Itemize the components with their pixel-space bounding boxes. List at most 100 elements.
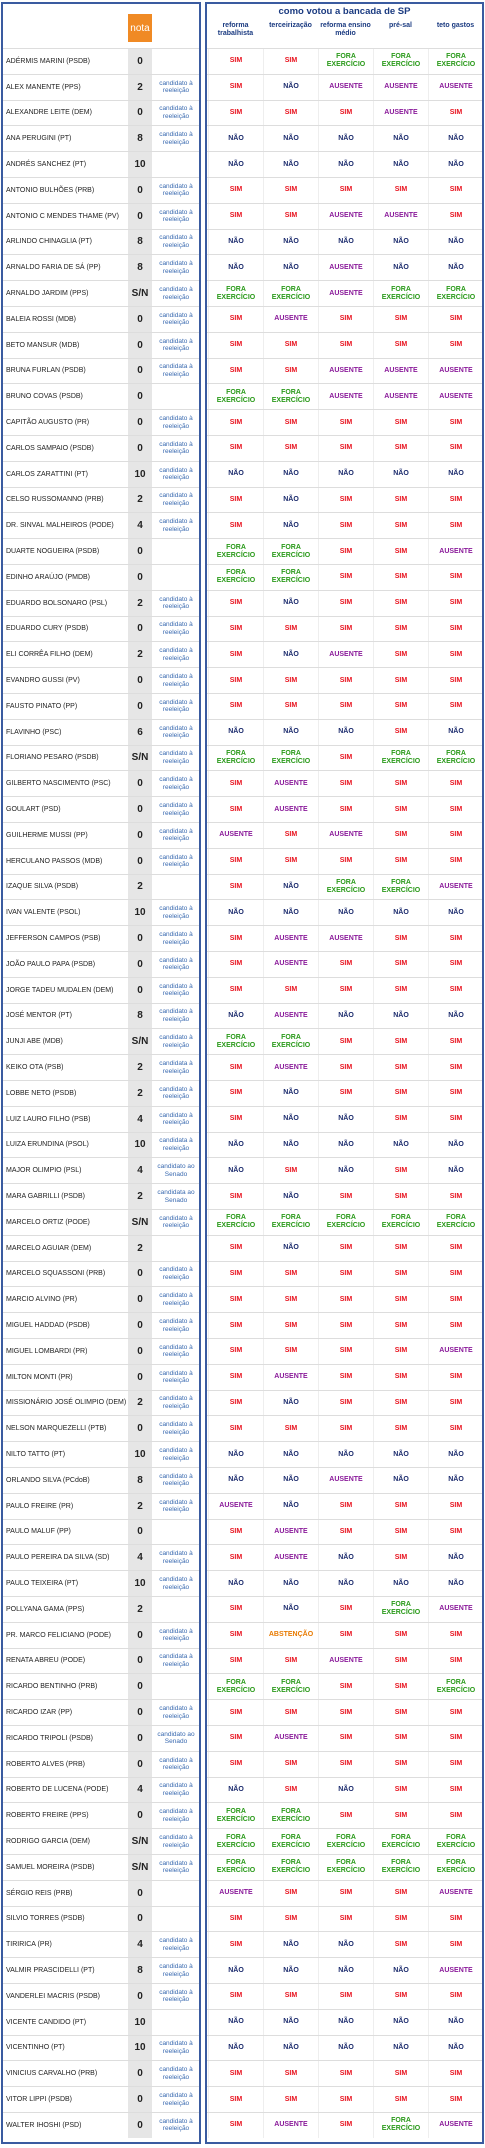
score: S/N: [128, 1210, 152, 1235]
vote-row: SIM NÃO FORA EXERCÍCIO FORA EXERCÍCIO AUSENT…: [207, 873, 482, 900]
vote: FORA EXERCÍCIO: [208, 1829, 263, 1854]
candidacy-status: candidato à reeleição: [159, 931, 193, 946]
vote: SIM: [318, 2087, 373, 2112]
candidacy-status: candidato à reeleição: [159, 208, 193, 224]
candidacy-status: candidato à reeleição: [159, 2117, 193, 2133]
deputy-row: MARCELO ORTIZ (PODE) S/N candidato à reele…: [3, 1209, 199, 1235]
deputy-row: VICENTINHO (PT) 10 candidato à reeleição: [3, 2034, 199, 2061]
vote: SIM: [428, 1313, 483, 1338]
vote: SIM: [263, 100, 318, 126]
vote: NÃO: [428, 2035, 483, 2061]
vote-row: NÃO NÃO NÃO NÃO NÃO: [207, 460, 482, 487]
vote: NÃO: [263, 719, 318, 745]
vote: SIM: [263, 1984, 318, 2009]
vote: NÃO: [318, 1571, 373, 1596]
vote: SIM: [373, 539, 428, 564]
score: 0: [128, 307, 152, 332]
vote: SIM: [428, 926, 483, 951]
vote: FORA EXERCÍCIO: [373, 1597, 428, 1622]
vote: AUSENTE: [318, 358, 373, 384]
vote: AUSENTE: [318, 926, 373, 951]
score: 0: [128, 436, 152, 461]
vote-row: SIM NÃO SIM SIM SIM: [207, 589, 482, 616]
candidacy-status: candidato à reeleição: [159, 698, 193, 714]
deputy-row: IVAN VALENTE (PSOL) 10 candidato à reeleiç…: [3, 899, 199, 926]
score: 0: [128, 797, 152, 822]
vote: SIM: [373, 797, 428, 822]
vote: NÃO: [263, 1442, 318, 1467]
candidacy-status: candidato à reeleição: [159, 1395, 193, 1410]
candidacy-status: candidato à reeleição: [159, 956, 193, 972]
vote: NÃO: [208, 1777, 263, 1803]
vote: AUSENTE: [208, 1493, 263, 1519]
candidacy-status: candidato à reeleição: [159, 1782, 193, 1797]
vote-row: SIM AUSENTE SIM SIM SIM: [207, 1518, 482, 1545]
vote: SIM: [428, 100, 483, 126]
score: 0: [128, 848, 152, 874]
vote: AUSENTE: [428, 1339, 483, 1364]
vote: FORA EXERCÍCIO: [428, 1829, 483, 1854]
vote: SIM: [318, 694, 373, 719]
deputy-name: FLORIANO PESARO (PSDB): [6, 754, 99, 762]
deputy-name: BRUNO COVAS (PSDB): [6, 393, 83, 401]
vote: AUSENTE: [263, 307, 318, 332]
candidacy-status: candidato à reeleição: [159, 311, 193, 327]
deputy-row: GILBERTO NASCIMENTO (PSC) 0 candidato à re…: [3, 770, 199, 797]
vote: FORA EXERCÍCIO: [263, 1855, 318, 1880]
deputy-row: RODRIGO GARCIA (DEM) S/N candidato à reele…: [3, 1828, 199, 1854]
candidacy-status: candidato à reeleição: [159, 1963, 193, 1978]
candidacy-status: candidato à reeleição: [159, 1369, 193, 1385]
vote: SIM: [373, 1932, 428, 1958]
vote: SIM: [373, 1287, 428, 1313]
vote: SIM: [373, 1416, 428, 1442]
vote: NÃO: [263, 874, 318, 900]
vote: SIM: [373, 952, 428, 977]
vote: NÃO: [318, 461, 373, 487]
vote: NÃO: [263, 1468, 318, 1493]
deputy-name: CAPITÃO AUGUSTO (PR): [6, 419, 90, 427]
score: 10: [128, 1132, 152, 1158]
vote: AUSENTE: [428, 74, 483, 100]
vote-row: SIM SIM SIM SIM SIM: [207, 1750, 482, 1777]
vote: FORA EXERCÍCIO: [208, 384, 263, 410]
vote: SIM: [208, 1932, 263, 1958]
vote: FORA EXERCÍCIO: [263, 565, 318, 590]
vote: SIM: [373, 926, 428, 951]
vote-row: FORA EXERCÍCIO FORA EXERCÍCIO SIM SIM SIM: [207, 564, 482, 590]
score: 8: [128, 1003, 152, 1029]
vote: SIM: [373, 1261, 428, 1287]
vote-row: NÃO NÃO AUSENTE NÃO NÃO: [207, 254, 482, 281]
score: 2: [128, 74, 152, 100]
deputy-name: NILTO TATTO (PT): [6, 1451, 66, 1459]
deputy-row: EVANDRO GUSSI (PV) 0 candidato à reeleição: [3, 667, 199, 693]
deputy-name: JUNJI ABE (MDB): [6, 1038, 63, 1046]
score: 0: [128, 100, 152, 126]
vote: AUSENTE: [318, 823, 373, 848]
vote: SIM: [318, 590, 373, 616]
vote: SIM: [208, 590, 263, 616]
vote: NÃO: [208, 461, 263, 487]
vote: SIM: [373, 1700, 428, 1725]
vote: SIM: [428, 1493, 483, 1519]
vote: SIM: [318, 977, 373, 1003]
vote: SIM: [263, 332, 318, 358]
vote: SIM: [373, 1622, 428, 1648]
vote: FORA EXERCÍCIO: [428, 1855, 483, 1880]
vote: SIM: [208, 977, 263, 1003]
vote: SIM: [428, 1081, 483, 1106]
vote: SIM: [263, 1416, 318, 1442]
deputy-name: BRUNA FURLAN (PSDB): [6, 367, 86, 375]
vote: NÃO: [263, 1493, 318, 1519]
candidacy-status: candidato à reeleição: [159, 1034, 193, 1049]
vote: AUSENTE: [318, 74, 373, 100]
candidacy-status: candidato à reeleição: [159, 2040, 193, 2055]
score: 0: [128, 410, 152, 435]
deputy-row: JUNJI ABE (MDB) S/N candidato à reeleição: [3, 1028, 199, 1055]
vote: NÃO: [318, 1932, 373, 1958]
score: 0: [128, 977, 152, 1003]
vote: AUSENTE: [373, 203, 428, 229]
vote: SIM: [373, 1184, 428, 1209]
vote: AUSENTE: [318, 281, 373, 306]
deputy-name: WALTER IHOSHI (PSD): [6, 2121, 82, 2129]
vote: FORA EXERCÍCIO: [208, 1803, 263, 1829]
